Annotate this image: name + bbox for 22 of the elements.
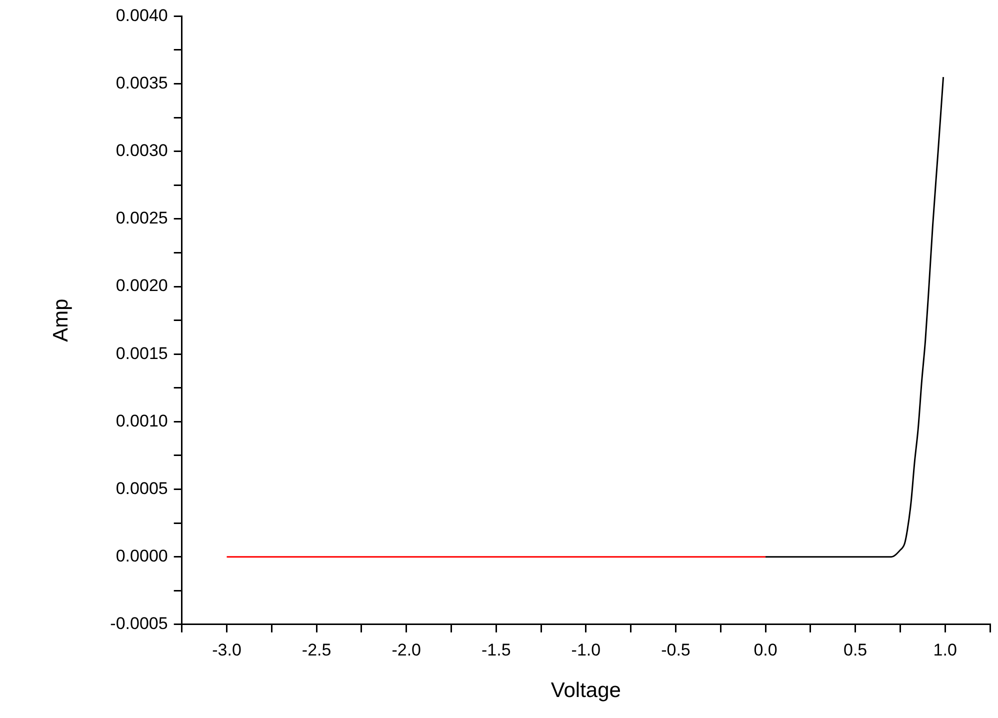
y-tick-label: 0.0040	[116, 6, 168, 25]
x-tick-label: -3.0	[212, 640, 242, 660]
y-tick-label: 0.0020	[116, 276, 168, 296]
x-tick-label: -2.5	[302, 640, 332, 660]
y-tick-label: 0.0015	[116, 344, 168, 363]
x-tick-label: 0.5	[843, 640, 868, 660]
x-tick-label: 1.0	[933, 640, 957, 660]
line-series	[764, 76, 944, 558]
y-tick-label: -0.0005	[110, 614, 168, 634]
y-axis-title: Amp	[49, 298, 72, 342]
x-tick-label: -2.0	[392, 640, 421, 660]
x-tick-label: -1.0	[571, 640, 601, 660]
x-tick-label: -1.5	[481, 640, 511, 660]
x-tick-label: 0.0	[754, 640, 778, 660]
y-tick-label: 0.0005	[116, 478, 168, 498]
y-tick-label: 0.0010	[116, 411, 168, 430]
y-tick-label: 0.0030	[116, 141, 168, 160]
y-tick-label: 0.0000	[116, 546, 168, 566]
y-tick-label: 0.0025	[116, 208, 168, 228]
x-tick-label: -0.5	[661, 640, 690, 660]
y-tick-label: 0.0035	[116, 73, 168, 92]
x-axis-title: Voltage	[550, 679, 621, 702]
